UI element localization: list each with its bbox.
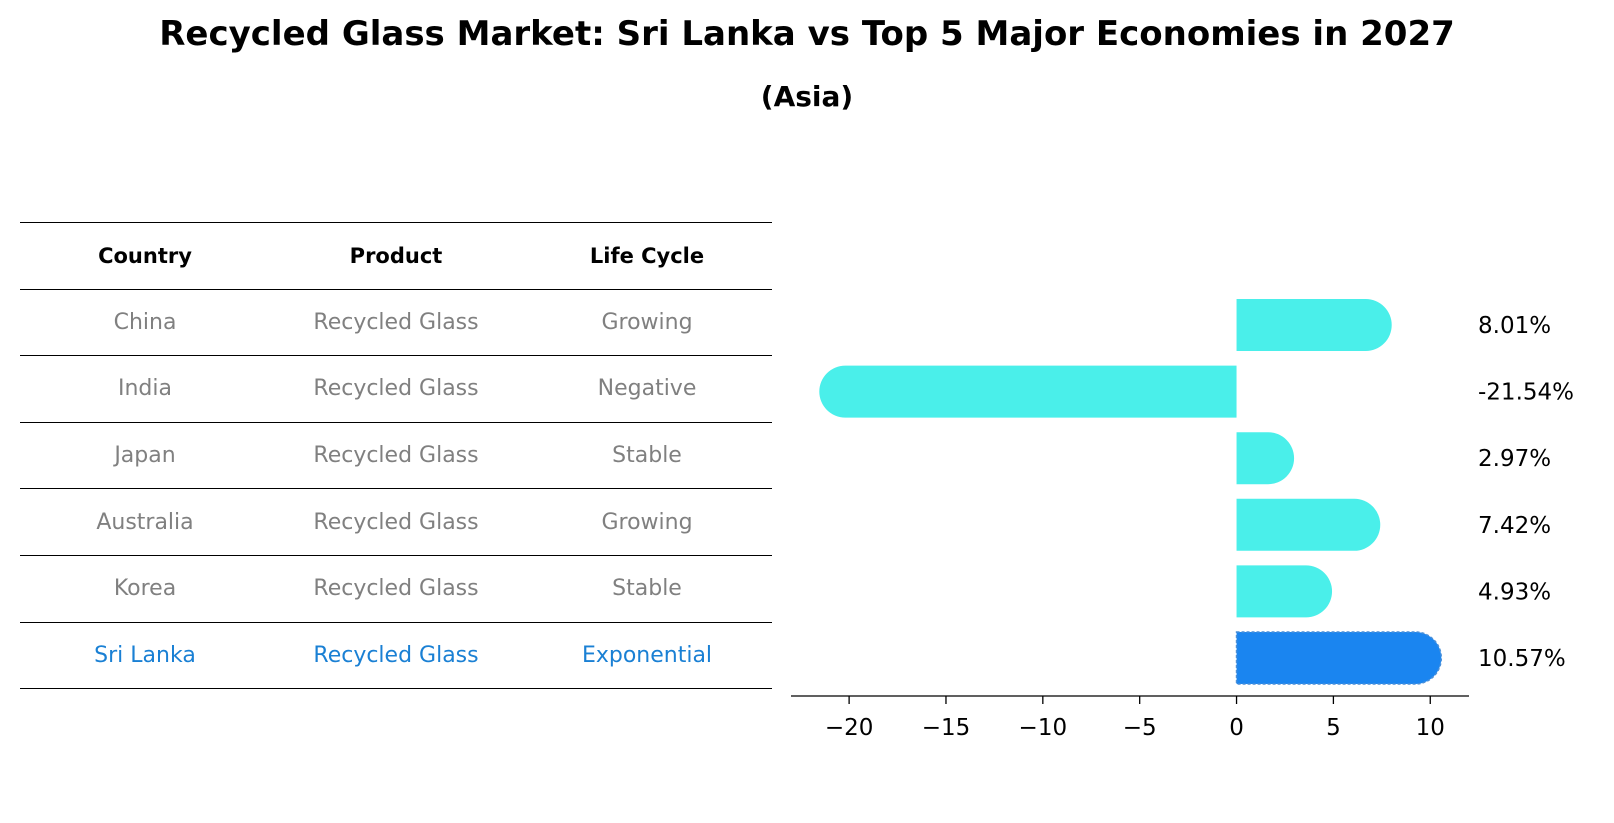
life-cycle-cell: Exponential (581, 642, 713, 668)
data-label: 7.42% (1478, 513, 1551, 539)
x-tick-label: −10 (1019, 715, 1068, 741)
table-row: China Recycled Glass Growing (20, 288, 772, 356)
table-row: Korea Recycled Glass Stable (20, 554, 772, 622)
country-cell: India (118, 376, 172, 402)
table-header-row: Country Product Life Cycle (20, 222, 772, 289)
bar-korea (1236, 565, 1333, 618)
product-cell: Recycled Glass (313, 642, 479, 668)
chart-title: Recycled Glass Market: Sri Lanka vs Top … (159, 14, 1455, 54)
life-cycle-cell: Negative (597, 376, 697, 402)
country-cell: Sri Lanka (94, 642, 196, 668)
country-cell: China (113, 309, 177, 335)
growth-bar-chart: 8.01% -21.54% 2.97% 7.42% 4.93% 10.57% −20 −15 −… (791, 299, 1574, 741)
x-tick-label: −20 (825, 715, 874, 741)
product-cell: Recycled Glass (313, 576, 479, 602)
product-cell: Recycled Glass (313, 376, 479, 402)
product-cell: Recycled Glass (313, 509, 479, 535)
country-cell: Korea (113, 576, 177, 602)
product-cell: Recycled Glass (313, 309, 479, 335)
table-row: Japan Recycled Glass Stable (20, 421, 772, 489)
x-tick-label: −5 (1123, 715, 1157, 741)
life-cycle-cell: Stable (612, 576, 682, 602)
product-cell: Recycled Glass (313, 443, 479, 469)
header-country: Country (98, 243, 192, 268)
bar-australia (1236, 498, 1381, 551)
country-cell: Japan (114, 443, 176, 469)
data-label: -21.54% (1478, 380, 1574, 406)
comparison-table: Country Product Life Cycle China Recycle… (20, 222, 772, 690)
table-row: Australia Recycled Glass Growing (20, 488, 772, 555)
x-tick-label: −15 (922, 715, 971, 741)
bar-india (819, 365, 1237, 418)
country-cell: Australia (96, 509, 194, 535)
table-row-highlight: Sri Lanka Recycled Glass Exponential (20, 621, 772, 690)
data-label: 2.97% (1478, 446, 1551, 472)
table-row: India Recycled Glass Negative (20, 355, 772, 422)
x-tick-label: 0 (1229, 715, 1244, 741)
header-product: Product (349, 243, 443, 268)
header-life-cycle: Life Cycle (589, 243, 705, 268)
chart-subtitle: (Asia) (760, 80, 854, 113)
life-cycle-cell: Stable (612, 443, 682, 469)
data-label: 8.01% (1478, 313, 1551, 339)
data-label: 4.93% (1478, 579, 1551, 605)
x-tick-label: 5 (1326, 715, 1341, 741)
bar-china (1236, 299, 1392, 351)
life-cycle-cell: Growing (601, 309, 693, 335)
x-tick-label: 10 (1416, 715, 1445, 741)
data-label: 10.57% (1478, 646, 1566, 672)
bar-japan (1236, 432, 1295, 485)
life-cycle-cell: Growing (601, 509, 693, 535)
bar-sri-lanka (1235, 631, 1443, 685)
